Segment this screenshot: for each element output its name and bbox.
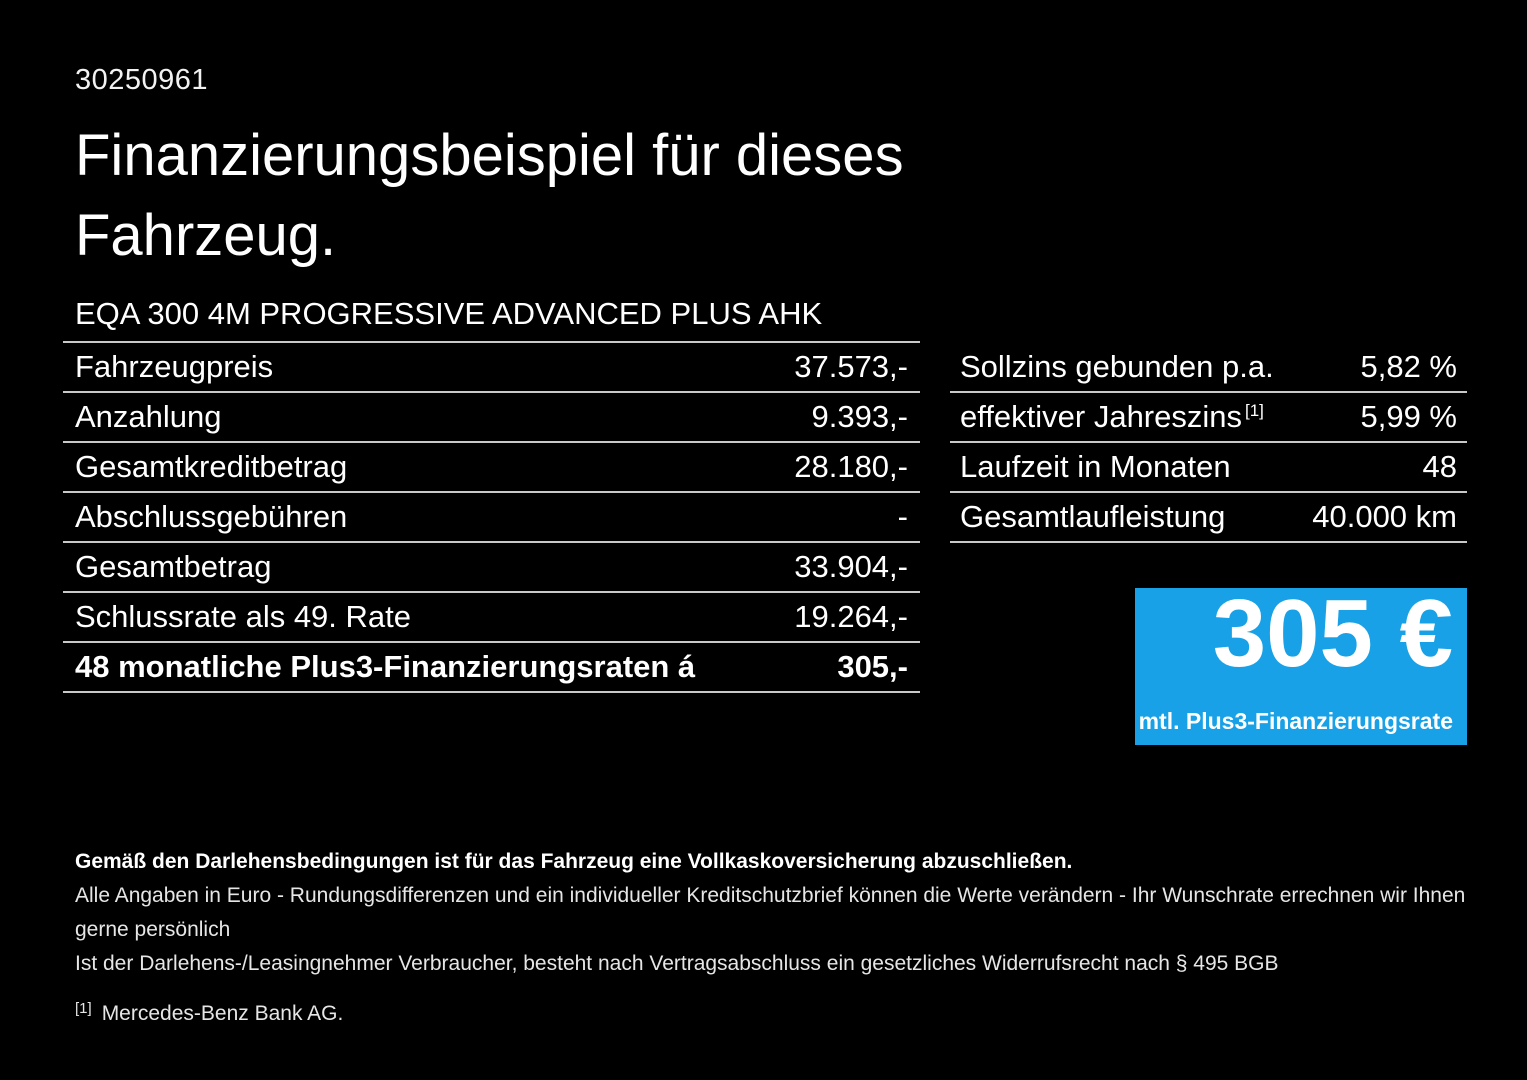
row-label: Gesamtkreditbetrag: [75, 449, 348, 484]
row-label: Anzahlung: [75, 399, 222, 434]
row-label: Gesamtlaufleistung: [960, 499, 1226, 534]
table-row-schlussrate: Schlussrate als 49. Rate 19.264,-: [63, 593, 920, 643]
footer-insurance-note: Gemäß den Darlehensbedingungen ist für d…: [75, 850, 1073, 873]
footnote-marker: [1]: [75, 1000, 92, 1017]
row-label-text: effektiver Jahreszins: [960, 399, 1242, 434]
row-label: Sollzins gebunden p.a.: [960, 349, 1274, 384]
table-row-laufzeit: Laufzeit in Monaten 48: [950, 443, 1467, 493]
monthly-rate-box: 305 € mtl. Plus3-Finanzierungsrate: [1135, 583, 1467, 745]
table-row-gesamtbetrag: Gesamtbetrag 33.904,-: [63, 543, 920, 593]
table-row-effektiver-jahreszins: effektiver Jahreszins [1] 5,99 %: [950, 393, 1467, 443]
footer-footnote: [1] Mercedes-Benz Bank AG.: [75, 997, 1475, 1031]
row-label: Fahrzeugpreis: [75, 349, 274, 384]
table-row-sollzins: Sollzins gebunden p.a. 5,82 %: [950, 343, 1467, 393]
row-label: Laufzeit in Monaten: [960, 449, 1231, 484]
monthly-rate-caption: mtl. Plus3-Finanzierungsrate: [1138, 708, 1453, 734]
row-value: -: [897, 499, 908, 534]
row-value: 37.573,-: [794, 349, 908, 384]
footnote-marker: [1]: [1245, 400, 1264, 420]
row-value: 9.393,-: [811, 399, 908, 434]
reference-number: 30250961: [75, 64, 209, 96]
table-row-fahrzeugpreis: Fahrzeugpreis 37.573,-: [63, 343, 920, 393]
vehicle-model-heading: EQA 300 4M PROGRESSIVE ADVANCED PLUS AHK: [75, 296, 823, 331]
financing-table: Fahrzeugpreis 37.573,- Anzahlung 9.393,-…: [63, 341, 920, 693]
row-value: 19.264,-: [794, 599, 908, 634]
table-row-monthly-rates: 48 monatliche Plus3-Finanzierungsraten á…: [63, 643, 920, 693]
row-value: 5,82 %: [1360, 349, 1457, 384]
row-label: Abschlussgebühren: [75, 499, 348, 534]
row-label: Schlussrate als 49. Rate: [75, 599, 412, 634]
table-row-anzahlung: Anzahlung 9.393,-: [63, 393, 920, 443]
row-value: 40.000 km: [1312, 499, 1457, 534]
table-row-abschlussgebuehren: Abschlussgebühren -: [63, 493, 920, 543]
table-row-gesamtkreditbetrag: Gesamtkreditbetrag 28.180,-: [63, 443, 920, 493]
legal-footer: Gemäß den Darlehensbedingungen ist für d…: [75, 845, 1475, 1031]
page-title: Finanzierungsbeispiel für dieses Fahrzeu…: [75, 116, 904, 276]
page-title-line-1: Finanzierungsbeispiel für dieses: [75, 123, 904, 188]
footer-disclaimer-2: Ist der Darlehens-/Leasingnehmer Verbrau…: [75, 952, 1279, 975]
footer-disclaimer-1: Alle Angaben in Euro - Rundungsdifferenz…: [75, 884, 1466, 941]
row-value: 5,99 %: [1360, 399, 1457, 434]
row-value: 33.904,-: [794, 549, 908, 584]
footnote-text: Mercedes-Benz Bank AG.: [101, 1002, 344, 1025]
row-value: 48: [1422, 449, 1457, 484]
row-value: 28.180,-: [794, 449, 908, 484]
page-title-line-2: Fahrzeug.: [75, 203, 337, 268]
conditions-table: Sollzins gebunden p.a. 5,82 % effektiver…: [950, 343, 1467, 543]
row-label: effektiver Jahreszins [1]: [960, 399, 1264, 435]
monthly-rate-amount: 305 €: [1212, 580, 1453, 687]
table-row-gesamtlaufleistung: Gesamtlaufleistung 40.000 km: [950, 493, 1467, 543]
row-label: Gesamtbetrag: [75, 549, 272, 584]
row-value: 305,-: [837, 649, 908, 684]
row-label: 48 monatliche Plus3-Finanzierungsraten á: [75, 649, 696, 684]
